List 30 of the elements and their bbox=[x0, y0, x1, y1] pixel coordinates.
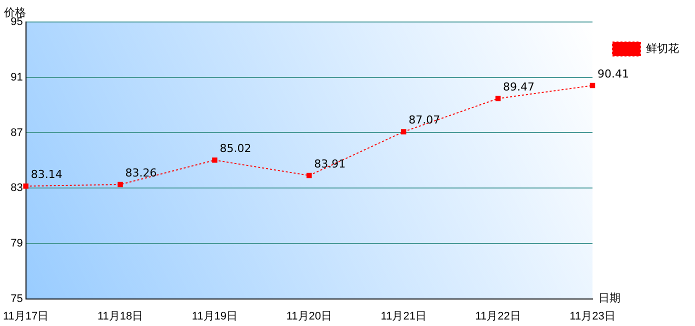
x-tick-label: 11月17日 bbox=[3, 310, 49, 322]
x-axis-title: 日期 bbox=[598, 292, 620, 305]
x-tick-label: 11月20日 bbox=[286, 310, 332, 322]
data-label: 89.47 bbox=[503, 80, 535, 94]
y-tick-label: 91 bbox=[10, 71, 23, 84]
point bbox=[212, 158, 218, 163]
x-tick-label: 11月19日 bbox=[192, 310, 238, 322]
point bbox=[118, 182, 123, 188]
data-label: 83.26 bbox=[125, 166, 157, 180]
data-label: 83.91 bbox=[314, 157, 346, 170]
point bbox=[590, 82, 596, 88]
data-label: 85.02 bbox=[220, 142, 252, 155]
x-tick-label: 11月21日 bbox=[380, 310, 426, 322]
data-label: 90.41 bbox=[598, 67, 629, 80]
x-tick-label: 11月22日 bbox=[475, 310, 521, 322]
y-tick-label: 83 bbox=[10, 182, 23, 194]
y-axis-title: 价格 bbox=[3, 6, 26, 19]
y-tick-label: 75 bbox=[10, 292, 23, 305]
point bbox=[306, 172, 312, 178]
legend-label: 鲜切花 bbox=[646, 42, 679, 56]
data-label: 83.14 bbox=[30, 168, 62, 181]
point bbox=[23, 184, 28, 189]
data-label: 87.07 bbox=[408, 114, 440, 127]
x-tick-label: 11月23日 bbox=[570, 310, 616, 322]
y-tick-label: 95 bbox=[10, 16, 23, 28]
point bbox=[495, 96, 501, 102]
y-tick-label: 79 bbox=[10, 237, 23, 250]
y-tick-label: 87 bbox=[10, 126, 23, 139]
x-tick-label: 11月18日 bbox=[97, 310, 144, 322]
point bbox=[400, 129, 406, 134]
